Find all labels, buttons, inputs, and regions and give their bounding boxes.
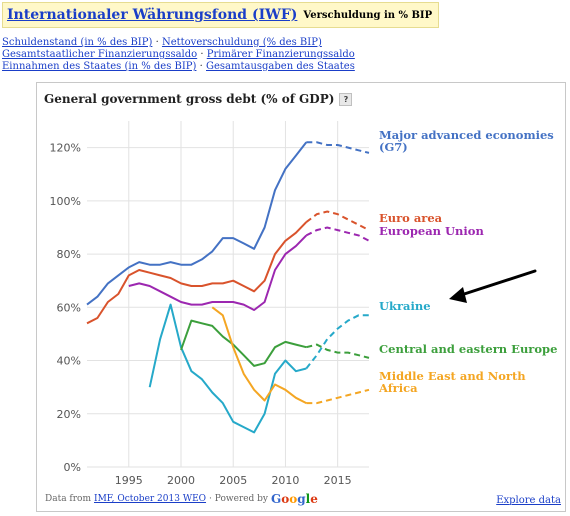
link-einnahmen[interactable]: Einnahmen des Staates (in % des BIP) bbox=[2, 61, 197, 72]
data-from-text: Data from bbox=[45, 494, 92, 504]
series-projection-line bbox=[305, 226, 370, 242]
y-tick-label: 100% bbox=[50, 195, 81, 208]
series-line bbox=[148, 303, 307, 434]
link-separator: · bbox=[155, 37, 159, 48]
y-tick-label: 0% bbox=[64, 461, 81, 474]
source-link[interactable]: IMF, October 2013 WEO bbox=[94, 494, 207, 504]
x-tick-label: 2005 bbox=[219, 474, 247, 487]
series-label: (G7) bbox=[379, 140, 408, 154]
debt-line-chart: 0% 20% 40% 60% 80% 100% 120% 1995 2000 2005 2010 20… bbox=[50, 121, 557, 487]
series-label: Middle East and North bbox=[379, 369, 526, 383]
explore-data-link[interactable]: Explore data bbox=[496, 495, 561, 506]
link-separator: · bbox=[200, 49, 204, 60]
series-projection-line bbox=[305, 314, 369, 370]
indicator-links: Schuldenstand (in % des BIP) · Nettovers… bbox=[2, 37, 355, 73]
y-tick-label: 60% bbox=[57, 301, 81, 314]
series-projection-line bbox=[305, 210, 370, 231]
x-tick-label: 2010 bbox=[271, 474, 299, 487]
x-tick-label: 2015 bbox=[324, 474, 352, 487]
help-icon[interactable]: ? bbox=[339, 92, 353, 106]
series-projection-line bbox=[306, 343, 370, 359]
links-row-1: Schuldenstand (in % des BIP) · Nettovers… bbox=[2, 37, 355, 49]
annotation-arrow-head bbox=[449, 287, 467, 303]
chart-title-text: General government gross debt (% of GDP) bbox=[44, 92, 335, 106]
powered-by-text: · Powered by bbox=[209, 494, 268, 504]
series-projection-line bbox=[306, 388, 370, 405]
page-subtitle: Verschuldung in % BIP bbox=[303, 9, 433, 21]
links-row-3: Einnahmen des Staates (in % des BIP) · G… bbox=[2, 61, 355, 73]
series-line bbox=[128, 234, 308, 311]
series-label: Ukraine bbox=[379, 299, 431, 313]
page-title-link[interactable]: Internationaler Währungsfond (IWF) bbox=[7, 7, 298, 23]
link-schuldenstand[interactable]: Schuldenstand (in % des BIP) bbox=[2, 37, 153, 48]
chart-title: General government gross debt (% of GDP)… bbox=[44, 92, 353, 106]
series-line bbox=[180, 319, 307, 367]
x-tick-label: 2000 bbox=[167, 474, 195, 487]
series-line bbox=[86, 221, 308, 325]
series-label: Africa bbox=[378, 381, 418, 395]
annotation-arrow bbox=[453, 269, 537, 299]
y-tick-label: 20% bbox=[57, 408, 81, 421]
series-label: European Union bbox=[379, 224, 484, 238]
google-logo: Google bbox=[271, 492, 318, 506]
link-finanzierungssaldo[interactable]: Gesamtstaatlicher Finanzierungssaldo bbox=[2, 49, 198, 60]
link-primaerer-saldo[interactable]: Primärer Finanzierungssaldo bbox=[206, 49, 355, 60]
x-tick-label: 1995 bbox=[115, 474, 143, 487]
chart-panel: 0% 20% 40% 60% 80% 100% 120% 1995 2000 2005 2010 20… bbox=[36, 82, 566, 512]
link-separator: · bbox=[199, 61, 203, 72]
series-label: Euro area bbox=[379, 211, 443, 225]
y-tick-label: 40% bbox=[57, 355, 81, 368]
header-bar: Internationaler Währungsfond (IWF) Versc… bbox=[2, 2, 440, 28]
series-label: Major advanced economies bbox=[379, 128, 554, 142]
y-tick-label: 80% bbox=[57, 248, 81, 261]
chart-footer: Data from IMF, October 2013 WEO · Powere… bbox=[45, 492, 318, 506]
series-label: Central and eastern Europe bbox=[379, 342, 557, 356]
series-line bbox=[86, 141, 308, 306]
series-projection-line bbox=[306, 141, 370, 154]
link-gesamtausgaben[interactable]: Gesamtausgaben des Staates bbox=[206, 61, 355, 72]
links-row-2: Gesamtstaatlicher Finanzierungssaldo · P… bbox=[2, 49, 355, 61]
y-tick-label: 120% bbox=[50, 142, 81, 155]
link-nettoverschuldung[interactable]: Nettoverschuldung (% des BIP) bbox=[161, 37, 322, 48]
series-line bbox=[211, 306, 307, 404]
